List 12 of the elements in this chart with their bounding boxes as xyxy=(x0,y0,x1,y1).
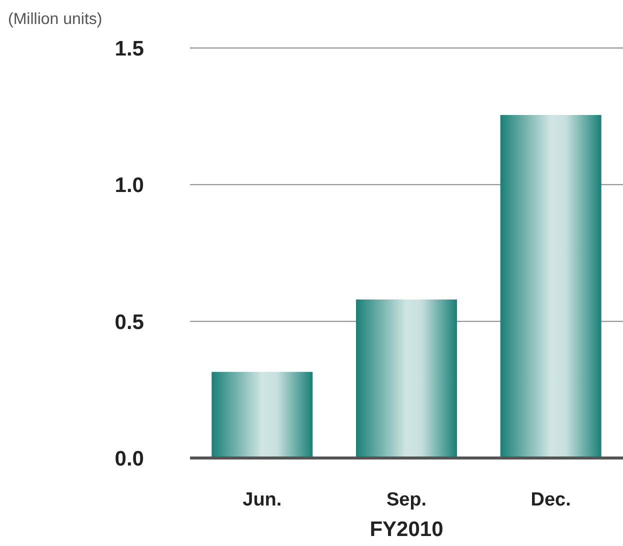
x-tick-label: Dec. xyxy=(530,489,571,510)
x-tick-label: Jun. xyxy=(242,489,282,510)
x-axis-title: FY2010 xyxy=(370,518,444,541)
y-axis-title: (Million units) xyxy=(8,11,102,28)
y-tick-label: 0.0 xyxy=(114,447,144,470)
bar xyxy=(500,114,602,458)
y-tick-label: 1.5 xyxy=(114,37,144,60)
x-tick-label: Sep. xyxy=(386,489,427,510)
bar xyxy=(356,299,457,458)
y-tick-label: 1.0 xyxy=(114,174,144,198)
y-tick-label: 0.5 xyxy=(114,310,144,334)
bar xyxy=(212,372,313,458)
